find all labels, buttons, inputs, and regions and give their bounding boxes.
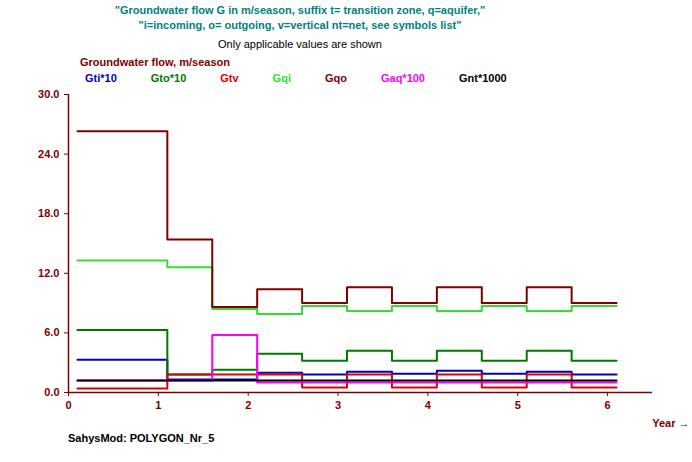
svg-text:2: 2 <box>245 399 251 411</box>
html-text:"i=incoming, o= outgoing, v=ve: "i=incoming, o= outgoing, v=vertical nt=… <box>138 19 462 31</box>
html-text:Gqo: Gqo <box>325 72 347 84</box>
svg-text:0.0: 0.0 <box>44 386 59 398</box>
svg-text:4: 4 <box>425 399 432 411</box>
html-text:SahysMod: POLYGON_Nr_5: SahysMod: POLYGON_Nr_5 <box>68 432 215 444</box>
html-text:Gqi: Gqi <box>272 72 291 84</box>
html-text:Gtv: Gtv <box>220 72 239 84</box>
svg-text:30.0: 30.0 <box>38 88 59 100</box>
html-text:Groundwater flow, m/season: Groundwater flow, m/season <box>80 56 230 68</box>
svg-text:24.0: 24.0 <box>38 148 59 160</box>
svg-text:6.0: 6.0 <box>44 326 59 338</box>
svg-text:Year →: Year → <box>652 417 689 429</box>
html-text:Gti*10: Gti*10 <box>85 72 117 84</box>
html-text:"Groundwater flow G in m/seaso: "Groundwater flow G in m/season, suffix … <box>114 4 486 16</box>
svg-text:18.0: 18.0 <box>38 207 59 219</box>
svg-text:6: 6 <box>605 399 611 411</box>
svg-text:12.0: 12.0 <box>38 267 59 279</box>
html-text:Gto*10: Gto*10 <box>150 72 187 84</box>
html-text:Only applicable values are sho: Only applicable values are shown <box>218 38 382 50</box>
svg-text:3: 3 <box>335 399 341 411</box>
svg-text:0: 0 <box>65 399 71 411</box>
html-text:Gaq*100: Gaq*100 <box>381 72 425 84</box>
svg-text:5: 5 <box>515 399 521 411</box>
svg-text:1: 1 <box>155 399 161 411</box>
html-text:Gnt*1000: Gnt*1000 <box>459 72 507 84</box>
